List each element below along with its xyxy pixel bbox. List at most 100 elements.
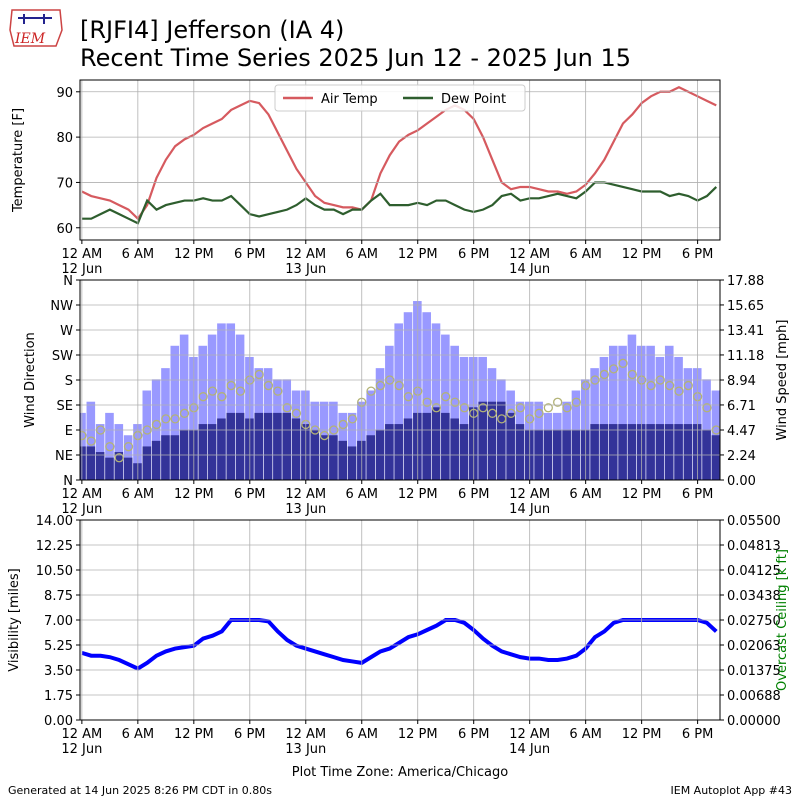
point bbox=[441, 392, 451, 402]
bar bbox=[226, 412, 236, 480]
point bbox=[543, 403, 553, 413]
point bbox=[562, 403, 572, 413]
point bbox=[226, 380, 236, 391]
bar bbox=[664, 424, 674, 480]
bar bbox=[329, 435, 338, 480]
y2-tick-label: 0.05500 bbox=[727, 514, 781, 529]
x-tick-label: 12 PM bbox=[174, 727, 214, 742]
point bbox=[151, 419, 162, 430]
x-tick-label: 6 PM bbox=[234, 247, 265, 262]
x-tick-label: 6 PM bbox=[458, 247, 489, 262]
y-tick-label: 7.00 bbox=[44, 614, 73, 629]
title-line: Recent Time Series 2025 Jun 12 - 2025 Ju… bbox=[80, 44, 631, 72]
x-tick-label: 12 AM 12 Jun bbox=[61, 727, 102, 757]
footer: IEM Autoplot App #43 bbox=[671, 784, 793, 797]
y-axis-label: Wind Direction bbox=[23, 332, 38, 428]
tick-label-line: 12 Jun bbox=[61, 262, 102, 277]
tick-label-line: 14 Jun bbox=[509, 742, 550, 757]
x-tick-label: 6 PM bbox=[458, 487, 489, 502]
y-tick-label: W bbox=[60, 324, 73, 339]
point bbox=[254, 369, 264, 380]
bar bbox=[422, 412, 431, 480]
tick-label-line: 12 AM bbox=[61, 247, 102, 262]
bar bbox=[478, 401, 487, 480]
point bbox=[403, 392, 414, 402]
point bbox=[515, 403, 525, 413]
x-tick-label: 6 AM bbox=[345, 487, 378, 502]
bar bbox=[114, 452, 124, 480]
y-tick-label: 5.25 bbox=[44, 639, 73, 654]
bar bbox=[394, 323, 403, 480]
x-tick-label: 12 AM 14 Jun bbox=[509, 727, 550, 757]
x-tick-label: 12 AM 13 Jun bbox=[285, 727, 326, 757]
y2-tick-label: 0.00688 bbox=[727, 689, 781, 704]
point bbox=[86, 436, 96, 446]
point bbox=[273, 386, 283, 396]
y2-axis-label: Overcast Ceiling [k ft] bbox=[775, 549, 790, 691]
y2-tick-label: 11.18 bbox=[727, 349, 764, 364]
x-tick-label: 6 AM bbox=[569, 487, 602, 502]
bar bbox=[375, 368, 385, 480]
point bbox=[291, 408, 302, 418]
x-tick-label: 12 AM 12 Jun bbox=[61, 487, 102, 517]
y2-tick-label: 0.00 bbox=[727, 474, 756, 489]
y-tick-label: NW bbox=[50, 299, 73, 314]
bar bbox=[105, 412, 114, 480]
point bbox=[618, 358, 628, 368]
y2-tick-label: 0.04125 bbox=[727, 564, 781, 579]
x-tick-label: 12 PM bbox=[622, 727, 662, 742]
y-tick-label: 8.75 bbox=[44, 589, 73, 604]
x-tick-label: 6 PM bbox=[682, 247, 713, 262]
bar bbox=[608, 345, 618, 480]
line-series bbox=[81, 86, 717, 221]
x-tick-label: 6 AM bbox=[345, 247, 378, 262]
point bbox=[497, 414, 507, 424]
x-tick-label: 12 PM bbox=[622, 247, 662, 262]
bar bbox=[207, 424, 217, 480]
y-tick-label: 1.75 bbox=[44, 689, 73, 704]
point bbox=[105, 442, 115, 452]
bar bbox=[459, 424, 469, 480]
point bbox=[366, 386, 376, 396]
y-tick-label: 80 bbox=[56, 131, 73, 146]
bar bbox=[441, 334, 450, 480]
y-tick-label: 70 bbox=[56, 176, 73, 191]
point bbox=[571, 397, 581, 407]
point bbox=[553, 397, 563, 407]
point bbox=[123, 442, 134, 452]
y-tick-label: 10.50 bbox=[36, 564, 73, 579]
axes-frame bbox=[79, 79, 721, 241]
y-tick-label: 3.50 bbox=[44, 664, 73, 679]
x-tick-label: 6 PM bbox=[234, 727, 265, 742]
bar bbox=[207, 334, 217, 480]
point bbox=[207, 386, 218, 396]
tick-label-line: 12 Jun bbox=[61, 742, 102, 757]
bar bbox=[179, 334, 189, 480]
bar bbox=[235, 412, 245, 480]
x-tick-label: 12 AM 12 Jun bbox=[61, 247, 102, 277]
logo-text: IEM bbox=[14, 31, 46, 47]
point bbox=[431, 403, 442, 413]
point bbox=[217, 392, 227, 402]
tick-label-line: 13 Jun bbox=[285, 262, 326, 277]
y-tick-label: SE bbox=[57, 399, 73, 414]
x-tick-label: 12 PM bbox=[174, 487, 214, 502]
x-tick-label: 6 AM bbox=[569, 727, 602, 742]
x-tick-label: 6 AM bbox=[122, 487, 155, 502]
y2-tick-label: 17.88 bbox=[727, 274, 764, 289]
axes-frame bbox=[79, 519, 721, 721]
tick-label-line: 12 AM bbox=[509, 487, 550, 502]
y2-axis-label: Wind Speed [mph] bbox=[775, 320, 790, 441]
bar bbox=[170, 345, 180, 480]
y-tick-label: 0.00 bbox=[44, 714, 73, 729]
point bbox=[375, 380, 386, 391]
y-tick-label: N bbox=[63, 474, 73, 489]
footer: Generated at 14 Jun 2025 8:26 PM CDT in … bbox=[8, 784, 272, 797]
point bbox=[608, 364, 619, 374]
bar bbox=[674, 356, 683, 480]
bar bbox=[291, 418, 301, 480]
bar bbox=[497, 401, 506, 480]
bar bbox=[487, 401, 497, 480]
bar bbox=[441, 412, 450, 480]
bar bbox=[590, 424, 599, 480]
